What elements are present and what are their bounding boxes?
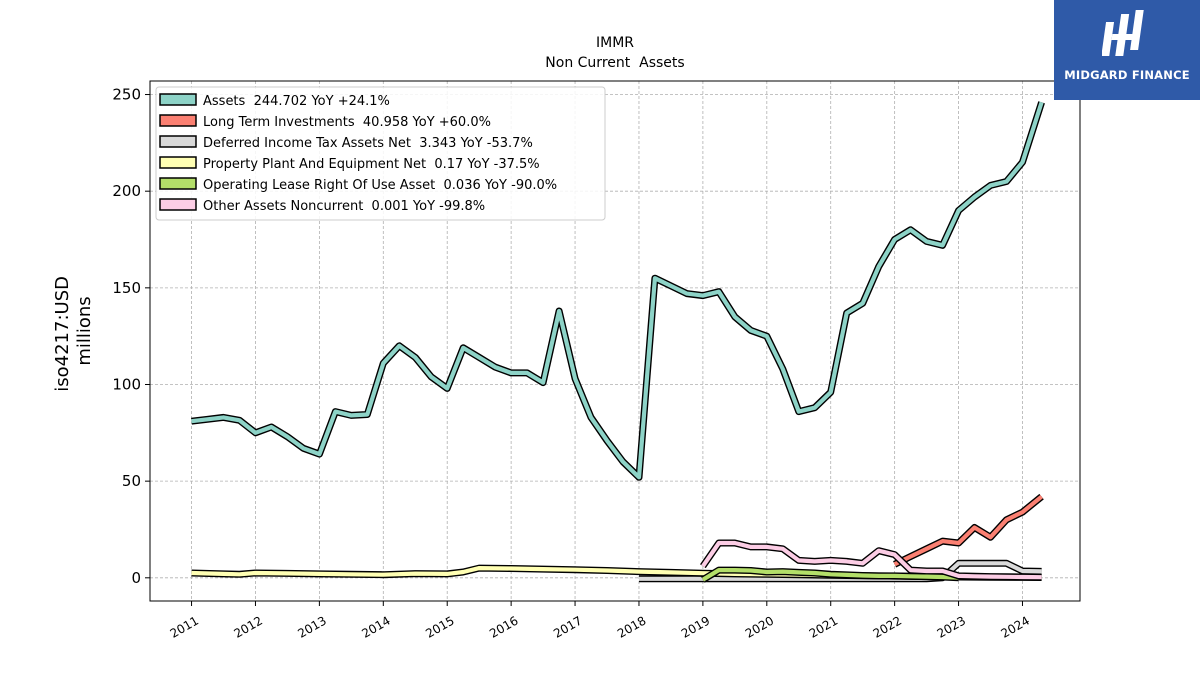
series-line: [701, 540, 1042, 580]
x-tick-label: 2023: [935, 613, 968, 640]
series-layer: [191, 101, 1045, 583]
series-4: [701, 566, 959, 583]
legend-label: Deferred Income Tax Assets Net 3.343 YoY…: [203, 136, 533, 151]
series-line: [701, 568, 959, 582]
x-tick-label: 2024: [999, 613, 1032, 640]
legend-swatch: [159, 198, 197, 211]
y-tick-label: 50: [122, 472, 141, 490]
y-axis-label-line-1: iso4217:USD: [52, 276, 73, 392]
series-line: [893, 494, 1043, 567]
legend-swatch: [159, 114, 197, 127]
legend-swatch: [159, 177, 197, 190]
y-axis-label-line-2: millions: [74, 296, 95, 365]
y-tick-label: 200: [112, 182, 141, 200]
x-tick-label: 2018: [615, 613, 648, 640]
legend-swatch: [159, 93, 197, 106]
x-tick-label: 2016: [487, 613, 520, 640]
series-1: [893, 493, 1044, 568]
y-tick-label: 250: [112, 86, 141, 104]
y-axis-label: iso4217:USD millions: [52, 270, 95, 391]
x-tick-label: 2022: [871, 613, 904, 640]
x-tick-label: 2020: [743, 613, 776, 640]
y-tick-label: 100: [112, 375, 141, 393]
legend-label: Property Plant And Equipment Net 0.17 Yo…: [203, 157, 540, 172]
x-tick-label: 2021: [807, 613, 840, 640]
legend-label: Other Assets Noncurrent 0.001 YoY -99.8%: [203, 199, 485, 214]
chart-title: IMMR: [596, 35, 634, 51]
x-tick-label: 2017: [551, 613, 584, 640]
x-tick-label: 2011: [168, 613, 201, 640]
series-0: [191, 101, 1045, 481]
x-tick-label: 2013: [295, 613, 328, 640]
series-line: [191, 101, 1044, 480]
midgard-logo-icon: [1102, 10, 1144, 56]
y-tick-label: 150: [112, 279, 141, 297]
chart-subtitle: Non Current Assets: [545, 55, 684, 71]
legend-box: [155, 86, 606, 221]
legend-label: Operating Lease Right Of Use Asset 0.036…: [203, 178, 557, 193]
legend-label: Long Term Investments 40.958 YoY +60.0%: [203, 115, 491, 130]
series-5: [700, 539, 1042, 581]
legend: Assets 244.702 YoY +24.1% Long Term Inves…: [155, 86, 606, 221]
x-tick-label: 2014: [359, 613, 392, 640]
legend-swatch: [159, 135, 197, 148]
plot-frame: [149, 80, 1081, 602]
x-tick-label: 2012: [232, 613, 265, 640]
brand-name: MIDGARD FINANCE: [1064, 68, 1190, 82]
legend-swatch: [159, 156, 197, 169]
brand-logo: MIDGARD FINANCE: [1054, 0, 1200, 100]
x-tick-label: 2015: [423, 613, 456, 640]
legend-label: Assets 244.702 YoY +24.1%: [203, 94, 390, 109]
y-tick-label: 0: [131, 569, 141, 587]
x-tick-label: 2019: [679, 613, 712, 640]
